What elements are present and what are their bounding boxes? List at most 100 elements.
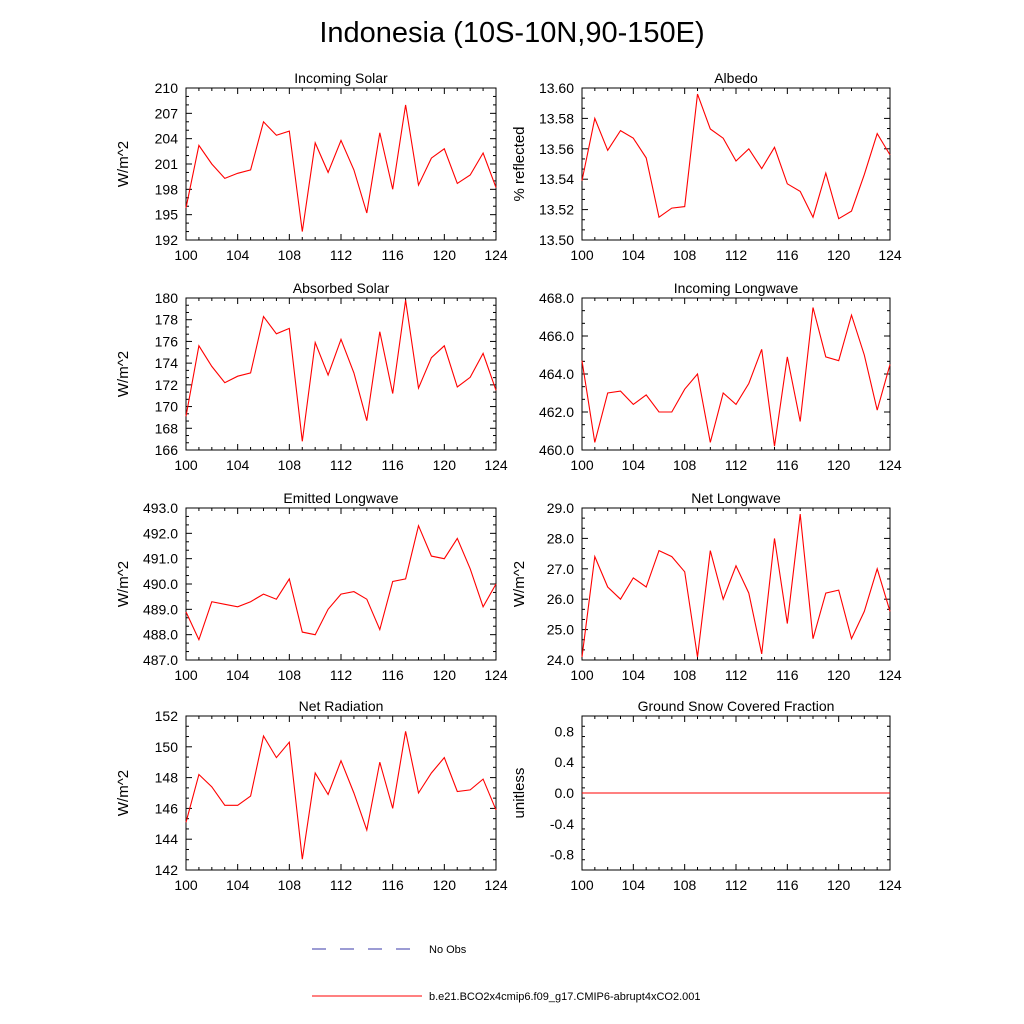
series-line (185, 523, 497, 642)
x-tick-label: 112 (725, 667, 748, 683)
x-tick-label: 104 (226, 667, 250, 683)
x-tick-label: 124 (484, 667, 508, 683)
y-tick-label: 0.0 (555, 785, 575, 801)
y-axis-label: W/m^2 (115, 561, 132, 607)
y-tick-label: 201 (155, 156, 179, 172)
x-tick-label: 108 (673, 457, 697, 473)
panel-title: Incoming Solar (294, 70, 388, 86)
x-tick-label: 104 (226, 877, 250, 893)
y-tick-label: 174 (155, 355, 179, 371)
y-tick-label: 13.60 (539, 80, 574, 96)
x-tick-label: 112 (330, 247, 353, 263)
series-line (581, 514, 891, 658)
x-tick-label: 124 (484, 457, 508, 473)
x-tick-label: 116 (776, 667, 799, 683)
x-tick-label: 108 (673, 667, 697, 683)
y-tick-label: 178 (155, 312, 179, 328)
x-tick-label: 116 (776, 457, 799, 473)
x-tick-label: 120 (433, 877, 457, 893)
panel-1: Incoming Solar 100 104 108 112 116 120 124 192 19… (115, 70, 508, 263)
y-tick-label: 180 (155, 290, 179, 306)
x-tick-label: 116 (776, 247, 799, 263)
x-tick-label: 112 (330, 877, 353, 893)
x-tick-label: 116 (382, 877, 405, 893)
series-line (581, 93, 891, 220)
y-tick-label: 468.0 (539, 290, 574, 306)
x-tick-label: 116 (382, 457, 405, 473)
y-tick-label: 168 (155, 420, 179, 436)
panel-title: Emitted Longwave (283, 490, 398, 506)
y-tick-label: 146 (155, 800, 179, 816)
series-line (185, 104, 497, 232)
y-tick-label: 170 (155, 399, 179, 415)
x-tick-label: 120 (433, 247, 457, 263)
y-tick-label: 152 (155, 708, 179, 724)
y-tick-label: -0.4 (550, 816, 574, 832)
y-axis-label: W/m^2 (115, 770, 132, 816)
y-tick-label: 489.0 (143, 601, 178, 617)
y-tick-label: 148 (155, 770, 179, 786)
y-tick-label: 13.50 (539, 232, 574, 248)
x-tick-label: 104 (622, 247, 646, 263)
x-tick-label: 108 (278, 247, 302, 263)
y-tick-label: 0.4 (555, 754, 575, 770)
x-tick-label: 120 (827, 247, 851, 263)
panel-5: Emitted Longwave 100 104 108 112 116 120 124 487… (115, 490, 508, 683)
y-tick-label: 13.56 (539, 141, 574, 157)
x-tick-label: 116 (776, 877, 799, 893)
panel-6: Net Longwave 100 104 108 112 116 120 124 24.0 25.… (511, 490, 902, 683)
y-tick-label: 460.0 (539, 442, 574, 458)
y-tick-label: 144 (155, 831, 179, 847)
x-tick-label: 100 (174, 877, 198, 893)
figure-title: Indonesia (10S-10N,90-150E) (319, 17, 704, 49)
x-tick-label: 120 (433, 667, 457, 683)
y-tick-label: 204 (155, 131, 179, 147)
x-tick-label: 112 (725, 247, 748, 263)
y-axis-label: W/m^2 (511, 561, 528, 607)
x-tick-label: 124 (878, 877, 902, 893)
y-tick-label: 198 (155, 181, 179, 197)
panel-title: Net Radiation (299, 698, 384, 714)
y-tick-label: -0.8 (550, 847, 574, 863)
y-axis-label: unitless (511, 768, 528, 819)
x-tick-label: 120 (433, 457, 457, 473)
y-tick-label: 166 (155, 442, 179, 458)
series-line (185, 731, 497, 860)
y-axis-label: W/m^2 (115, 141, 132, 187)
y-tick-label: 27.0 (547, 561, 574, 577)
panel-2: Albedo 100 104 108 112 116 120 124 13.50 13.52 13.… (511, 70, 902, 263)
y-tick-label: 462.0 (539, 404, 574, 420)
y-tick-label: 207 (155, 105, 179, 121)
x-tick-label: 100 (570, 877, 594, 893)
plot-frame (581, 87, 891, 241)
y-tick-label: 487.0 (143, 652, 178, 668)
legend-model-label: b.e21.BCO2x4cmip6.f09_g17.CMIP6-abrupt4x… (429, 991, 701, 1003)
y-tick-label: 488.0 (143, 627, 178, 643)
plot-frame (581, 297, 891, 451)
y-tick-label: 490.0 (143, 576, 178, 592)
x-tick-label: 112 (725, 877, 748, 893)
x-tick-label: 104 (226, 247, 250, 263)
x-tick-label: 108 (673, 247, 697, 263)
x-tick-label: 108 (278, 877, 302, 893)
y-tick-label: 24.0 (547, 652, 574, 668)
series-line (185, 300, 497, 442)
y-axis-label: % reflected (511, 126, 528, 201)
panel-3: Absorbed Solar 100 104 108 112 116 120 124 166 16… (115, 280, 508, 473)
x-tick-label: 120 (827, 877, 851, 893)
x-tick-label: 124 (878, 457, 902, 473)
x-tick-label: 100 (570, 247, 594, 263)
y-tick-label: 28.0 (547, 530, 574, 546)
x-tick-label: 124 (878, 667, 902, 683)
x-tick-label: 120 (827, 667, 851, 683)
x-tick-label: 104 (622, 877, 646, 893)
y-tick-label: 176 (155, 333, 179, 349)
x-tick-label: 104 (622, 457, 646, 473)
panel-title: Incoming Longwave (674, 280, 799, 296)
x-tick-label: 100 (174, 457, 198, 473)
x-tick-label: 112 (330, 667, 353, 683)
y-axis-label: W/m^2 (115, 351, 132, 397)
legend: No Obs b.e21.BCO2x4cmip6.f09_g17.CMIP6-a… (312, 944, 701, 1003)
panel-7: Net Radiation 100 104 108 112 116 120 124 142 144… (115, 698, 508, 893)
